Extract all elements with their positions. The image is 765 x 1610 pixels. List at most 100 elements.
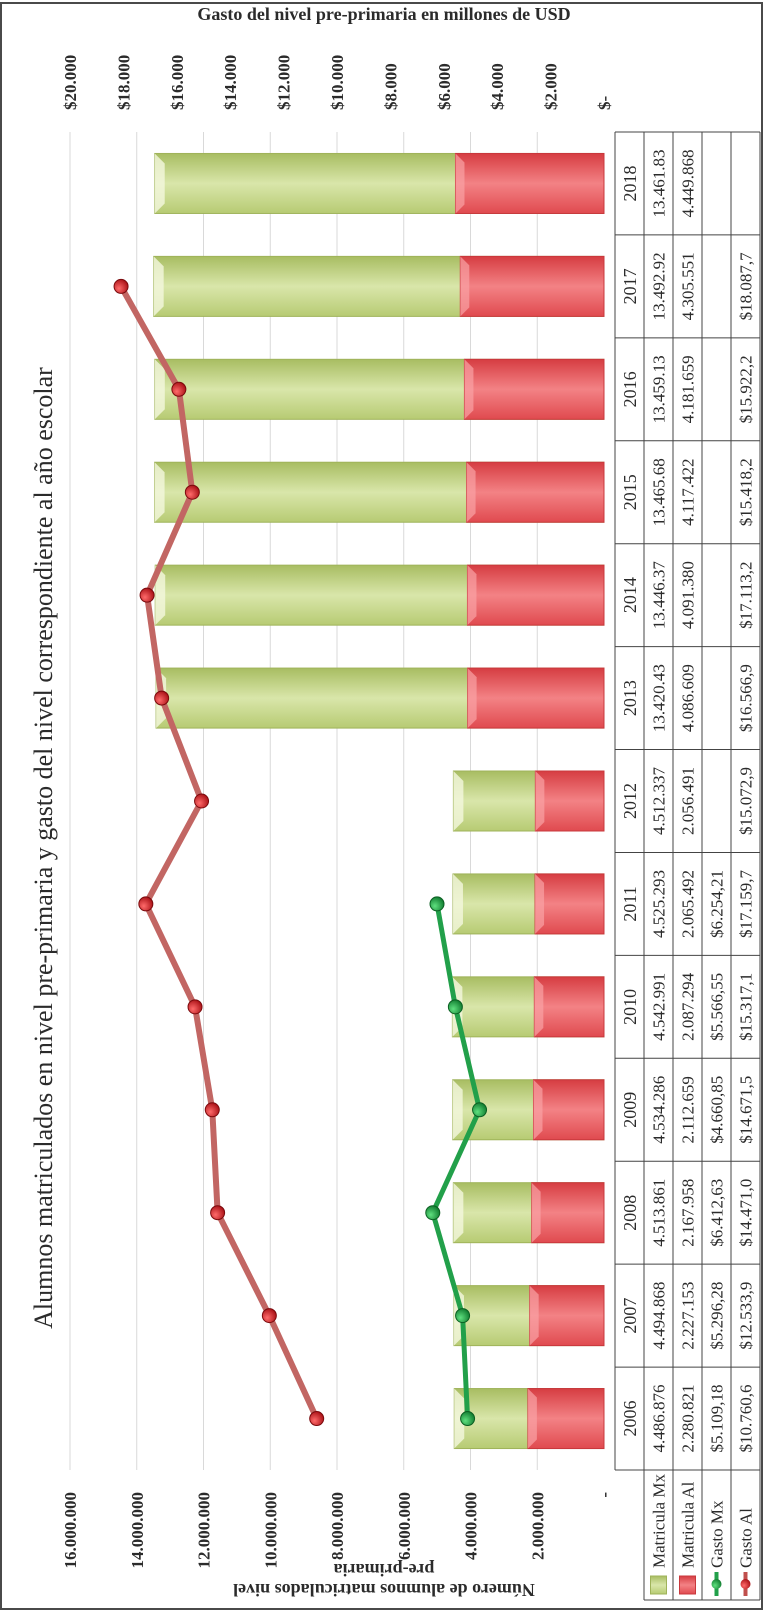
point-gasto-mx (447, 999, 463, 1015)
bar-matricula-al (459, 255, 605, 317)
bar-bevel-al (529, 1285, 539, 1346)
table-value: $4.660,85 (708, 1076, 727, 1144)
line-marks (113, 278, 488, 1427)
legend-key-bar (650, 1575, 667, 1595)
table-value: 4.534.286 (650, 1076, 669, 1144)
table-value: 4.486.876 (650, 1385, 669, 1453)
y2-tick-label: $2.000 (542, 63, 561, 110)
bar-bevel-mx (453, 771, 464, 831)
table-year-header: 2014 (620, 577, 640, 613)
point-gasto-al (187, 999, 203, 1015)
y-tick-label: 16.000.000 (61, 1492, 80, 1569)
bar-matricula-al (529, 1285, 605, 1347)
table-year-header: 2008 (620, 1195, 640, 1231)
table-value: $5.566,55 (708, 973, 727, 1041)
table-value: 2.056.491 (679, 767, 698, 835)
table-value: 13.446.37 (650, 561, 669, 630)
point-gasto-mx (455, 1308, 471, 1324)
y-axis-title-line1: Número de alumnos matriculados nivel (233, 1580, 535, 1600)
bar-matricula-al (466, 461, 605, 523)
bar-bevel-al (455, 153, 465, 214)
table-value: 2.167.958 (679, 1179, 698, 1247)
table-value: 2.087.294 (679, 972, 698, 1041)
y-tick-label: 8.000.000 (328, 1492, 347, 1560)
bar-matricula-al (532, 1079, 605, 1141)
legend-series-name: Gasto Mx (708, 1500, 727, 1568)
bar-bevel-mx (154, 359, 165, 420)
bar-matricula-al (467, 667, 605, 729)
table-value: $17.159,7 (737, 869, 756, 938)
bar-matricula-al (534, 770, 605, 832)
point-gasto-al (194, 793, 210, 809)
table-value: 4.449.868 (679, 149, 698, 217)
bar-matricula-al (466, 564, 605, 626)
chart-title: Alumnos matriculados en nivel pre-primar… (29, 367, 58, 1329)
bar-matricula-al (534, 873, 605, 935)
y2-tick-label: $16.000 (168, 55, 187, 110)
y2-tick-label: $18.000 (114, 55, 133, 110)
table-value: 13.461.83 (650, 149, 669, 217)
table-value: $18.087,7 (737, 252, 756, 321)
bar-matricula-al (531, 1182, 605, 1244)
table-value: $12.533,9 (737, 1282, 756, 1350)
table-year-header: 2011 (620, 886, 640, 921)
y2-tick-label: $8.000 (381, 63, 400, 110)
y2-tick-label: $14.000 (221, 55, 240, 110)
bar-bevel-al (534, 976, 544, 1037)
table-year-header: 2013 (620, 680, 640, 716)
point-gasto-mx (472, 1102, 488, 1118)
table-value: 4.305.551 (679, 252, 698, 320)
table-value: 4.117.422 (679, 459, 698, 526)
data-table: 2006 2007 2008 2009 2010 2011 2012 2013 2014 2015… (614, 131, 761, 1601)
point-gasto-al (204, 1102, 220, 1118)
legend-key-bar (679, 1575, 696, 1595)
point-gasto-al (113, 278, 129, 294)
y2-tick-label: $4.000 (488, 63, 507, 110)
table-value: $10.760,6 (737, 1385, 756, 1453)
y-tick-label: 6.000.000 (395, 1492, 414, 1560)
table-value: 4.512.337 (650, 767, 669, 836)
y2-tick-label: $12.000 (275, 55, 294, 110)
bar-bevel-al (535, 873, 545, 934)
legend-key-marker (740, 1579, 751, 1589)
table-value: 13.465.68 (650, 458, 669, 526)
table-value: 13.459.13 (650, 355, 669, 423)
table-value: $15.317,1 (737, 973, 756, 1041)
bar-bevel-al (467, 668, 477, 729)
bar-bevel-al (535, 771, 545, 831)
table-value: 2.227.153 (679, 1282, 698, 1350)
table-year-header: 2015 (620, 474, 640, 510)
table-value: 2.112.659 (679, 1076, 698, 1143)
y-tick-label: - (595, 1492, 614, 1498)
y-tick-label: 2.000.000 (528, 1492, 547, 1560)
bar-bevel-al (467, 565, 477, 626)
bar-bevel-al (527, 1388, 537, 1449)
table-value: $14.671,5 (737, 1076, 756, 1144)
bar-bevel-mx (454, 1388, 465, 1449)
bar-matricula-al (454, 152, 605, 214)
table-value: 4.525.293 (650, 870, 669, 938)
table-value: 4.494.868 (650, 1282, 669, 1350)
table-value: 4.542.991 (650, 973, 669, 1041)
bar-matricula-al (527, 1388, 605, 1450)
table-value: $14.471,0 (737, 1179, 756, 1247)
table-value: 4.091.380 (679, 561, 698, 629)
y-tick-label: 14.000.000 (128, 1492, 147, 1569)
table-value: $5.109,18 (708, 1385, 727, 1453)
bar-bevel-mx (154, 153, 165, 214)
bar-bevel-al (466, 462, 476, 523)
table-value: $15.418,2 (737, 458, 756, 526)
bar-bevel-al (533, 1079, 543, 1140)
table-value: $17.113,2 (737, 561, 756, 628)
table-year-header: 2012 (620, 783, 640, 819)
table-value: $5.296,28 (708, 1282, 727, 1350)
y2-tick-label: $20.000 (61, 55, 80, 110)
table-year-header: 2010 (620, 989, 640, 1025)
y2-tick-label: $10.000 (328, 55, 347, 110)
table-value: 4.086.609 (679, 664, 698, 732)
bar-bevel-mx (452, 1079, 463, 1140)
